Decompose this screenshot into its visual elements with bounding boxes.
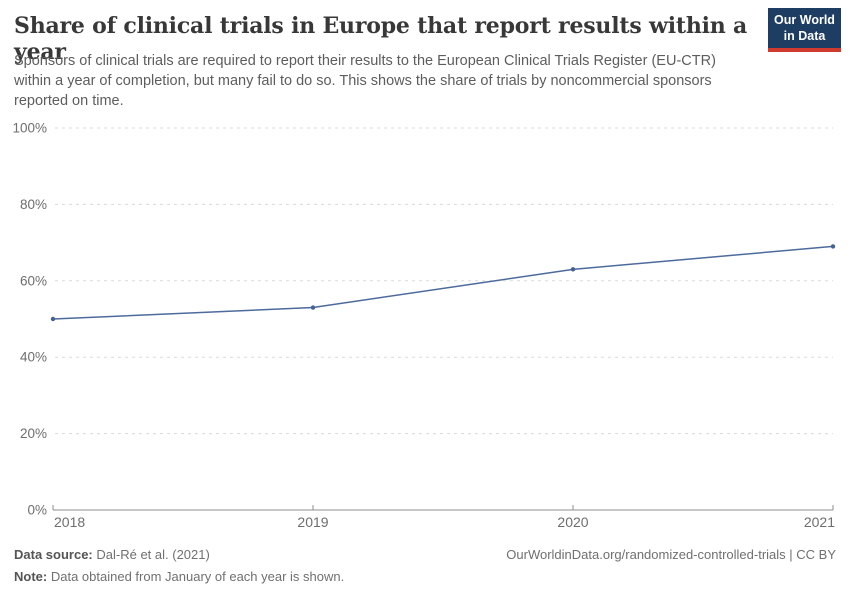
data-source: Data source: Dal-Ré et al. (2021) xyxy=(14,547,210,562)
chart-note-value: Data obtained from January of each year … xyxy=(50,569,345,584)
y-axis-label-20: 20% xyxy=(20,426,47,441)
chart-note-label: Note: xyxy=(14,569,48,584)
y-axis-label-40: 40% xyxy=(20,350,47,365)
y-axis-label-100: 100% xyxy=(12,121,47,136)
line-chart: 0% 20% 40% 60% 80% 100% 2018 2019 2020 2021 xyxy=(12,121,836,531)
owid-logo-line2: in Data xyxy=(783,28,826,43)
series-line xyxy=(52,245,834,320)
data-source-value: Dal-Ré et al. (2021) xyxy=(96,547,210,562)
page-title: Share of clinical trials in Europe that … xyxy=(14,13,748,65)
x-axis-label-2018: 2018 xyxy=(54,514,85,530)
data-point-2020[interactable] xyxy=(570,267,576,272)
y-axis-label-80: 80% xyxy=(20,197,47,212)
data-source-label: Data source: xyxy=(14,547,93,562)
data-point-2019[interactable] xyxy=(310,305,316,310)
x-axis-label-2021: 2021 xyxy=(804,514,835,530)
y-axis-label-60: 60% xyxy=(20,273,47,288)
attribution-link[interactable]: OurWorldinData.org/randomized-controlled… xyxy=(506,547,836,562)
owid-logo[interactable]: Our World in Data xyxy=(768,8,841,53)
data-point-2018[interactable] xyxy=(50,316,56,322)
chart-note: Note: Data obtained from January of each… xyxy=(14,569,344,584)
x-axis-label-2019: 2019 xyxy=(297,514,328,530)
chart-subtitle: Sponsors of clinical trials are required… xyxy=(14,53,716,109)
x-axis-label-2020: 2020 xyxy=(557,514,588,530)
data-point-2021[interactable] xyxy=(830,244,836,249)
owid-logo-line1: Our World xyxy=(774,13,835,27)
y-axis-label-0: 0% xyxy=(27,503,47,518)
